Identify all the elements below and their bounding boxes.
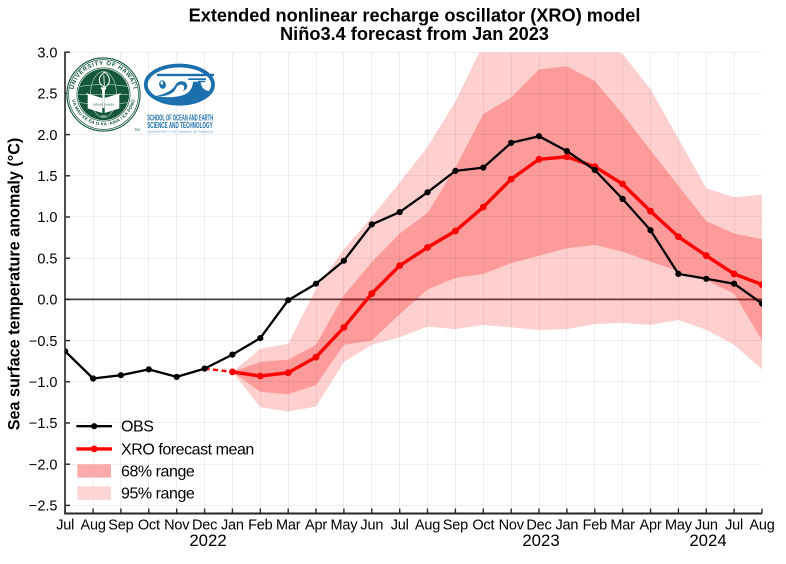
svg-text:OBS: OBS	[121, 419, 153, 436]
svg-text:Nov: Nov	[164, 517, 190, 533]
svg-text:Apr: Apr	[305, 517, 327, 533]
svg-text:2.5: 2.5	[37, 87, 57, 103]
svg-text:UNIVERSITY OF HAWAIʻI AT MĀNOA: UNIVERSITY OF HAWAIʻI AT MĀNOA	[147, 129, 213, 134]
svg-text:Jul: Jul	[56, 517, 74, 533]
svg-text:Sea surface temperature anomal: Sea surface temperature anomaly (°C)	[6, 138, 24, 431]
svg-text:−1.5: −1.5	[29, 416, 58, 432]
svg-text:Mar: Mar	[610, 517, 635, 533]
svg-text:Nov: Nov	[499, 517, 525, 533]
svg-text:Mar: Mar	[276, 517, 301, 533]
svg-text:May: May	[665, 517, 693, 533]
svg-text:2023: 2023	[522, 531, 559, 550]
svg-text:1907: 1907	[100, 114, 107, 118]
svg-text:Jan: Jan	[221, 517, 244, 533]
svg-text:SCIENCE AND TECHNOLOGY: SCIENCE AND TECHNOLOGY	[147, 121, 213, 130]
svg-text:Jan: Jan	[556, 517, 579, 533]
svg-text:Aug: Aug	[80, 517, 105, 533]
svg-text:TM: TM	[134, 127, 140, 132]
svg-text:Dec: Dec	[192, 517, 217, 533]
svg-text:2.0: 2.0	[37, 128, 57, 144]
svg-text:0.5: 0.5	[37, 251, 57, 267]
svg-text:2022: 2022	[189, 531, 226, 550]
svg-text:68% range: 68% range	[121, 463, 195, 480]
svg-text:Feb: Feb	[248, 517, 273, 533]
svg-text:3.0: 3.0	[37, 45, 57, 61]
svg-text:−0.5: −0.5	[29, 334, 58, 350]
svg-text:Jul: Jul	[725, 517, 743, 533]
svg-text:Apr: Apr	[640, 517, 662, 533]
svg-text:1.5: 1.5	[37, 169, 57, 185]
svg-text:Niño3.4 forecast from Jan 2023: Niño3.4 forecast from Jan 2023	[280, 24, 549, 44]
svg-text:Aug: Aug	[749, 517, 774, 533]
svg-text:Oct: Oct	[472, 517, 494, 533]
svg-text:−1.0: −1.0	[29, 375, 58, 391]
svg-text:Sep: Sep	[108, 517, 133, 533]
svg-text:0.0: 0.0	[37, 293, 57, 309]
svg-text:May: May	[331, 517, 359, 533]
svg-text:−2.5: −2.5	[29, 499, 58, 515]
svg-text:SCHOOL OF OCEAN AND EARTH: SCHOOL OF OCEAN AND EARTH	[147, 114, 213, 123]
svg-text:95% range: 95% range	[121, 486, 195, 503]
svg-text:Jun: Jun	[695, 517, 718, 533]
svg-text:Aug: Aug	[415, 517, 440, 533]
svg-text:Sep: Sep	[443, 517, 468, 533]
svg-text:XRO forecast mean: XRO forecast mean	[121, 441, 254, 458]
svg-text:Extended nonlinear recharge os: Extended nonlinear recharge oscillator (…	[189, 6, 641, 26]
svg-text:Jul: Jul	[391, 517, 409, 533]
svg-text:1.0: 1.0	[37, 210, 57, 226]
svg-text:Dec: Dec	[526, 517, 551, 533]
svg-text:−2.0: −2.0	[29, 457, 58, 473]
svg-text:Jun: Jun	[360, 517, 383, 533]
svg-text:Feb: Feb	[583, 517, 608, 533]
svg-text:Oct: Oct	[138, 517, 160, 533]
svg-text:2024: 2024	[689, 531, 726, 550]
